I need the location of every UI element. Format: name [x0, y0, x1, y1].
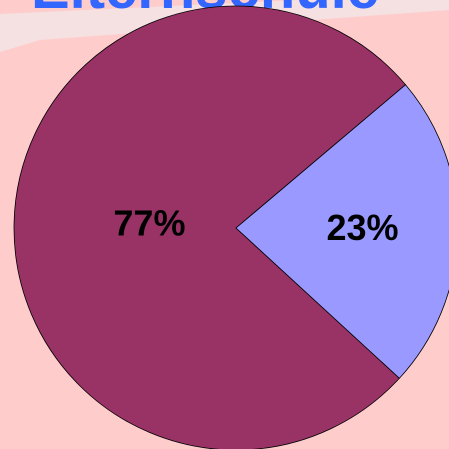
pie-slice — [235, 84, 449, 379]
slice-label: 77% — [113, 203, 185, 244]
slice-label: 23% — [326, 207, 398, 248]
labels: 77% 23% — [113, 203, 398, 248]
pie — [13, 5, 449, 449]
